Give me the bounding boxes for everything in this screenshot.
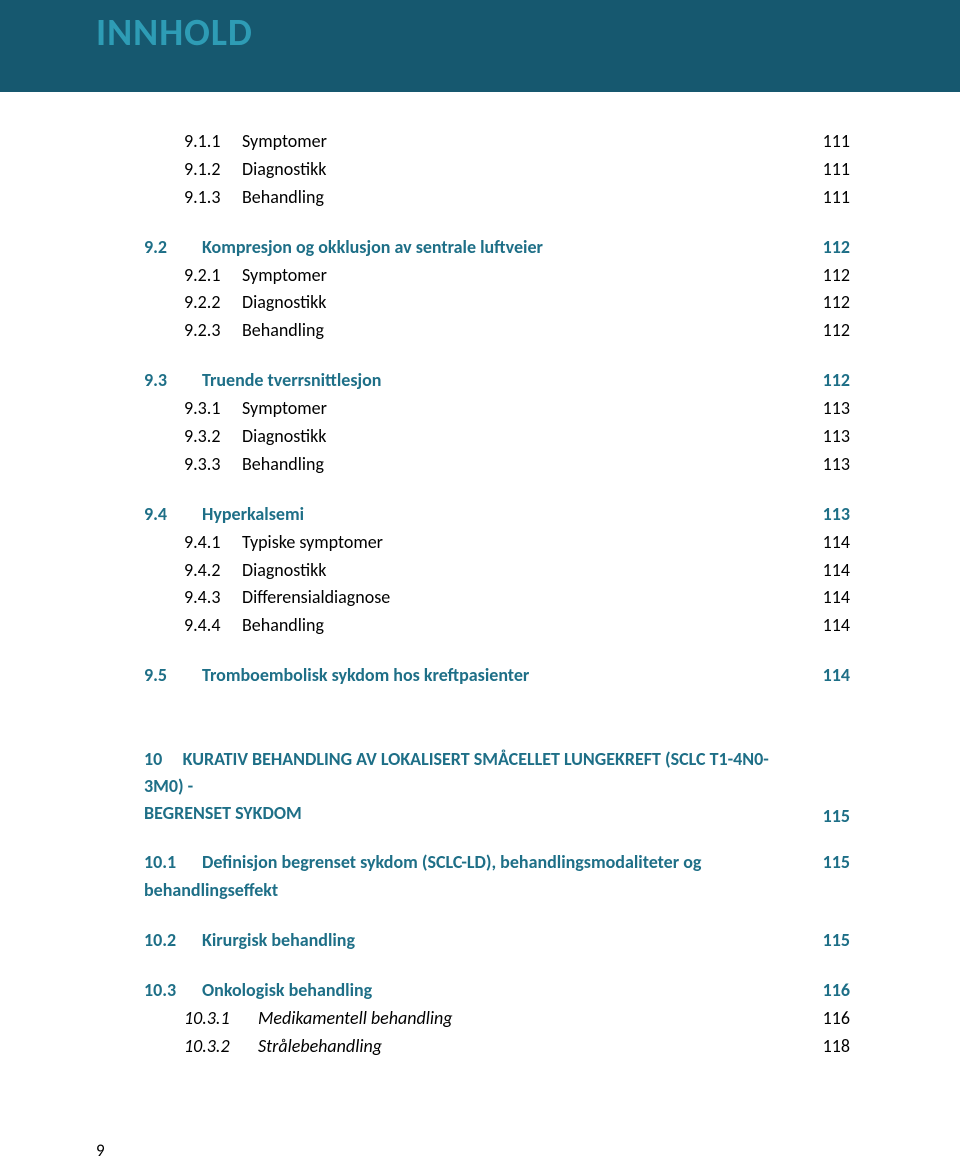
toc-number: 9.2: [144, 234, 202, 262]
toc-page: 111: [802, 184, 850, 212]
header-title: INNHOLD: [96, 10, 253, 56]
toc-label: Kompresjon og okklusjon av sentrale luft…: [202, 236, 543, 258]
toc-entry: 9.1.3Behandling 111: [144, 184, 850, 212]
toc-entry: 9.4.4Behandling 114: [144, 612, 850, 640]
toc-label: Tromboembolisk sykdom hos kreftpasienter: [202, 664, 529, 686]
toc-page: 112: [802, 289, 850, 317]
toc-page: 114: [802, 557, 850, 585]
toc-label: Truende tverrsnittlesjon: [202, 369, 381, 391]
toc-number: 9.1.1: [184, 128, 242, 156]
page-number: 9: [0, 1090, 960, 1161]
toc-label: BEGRENSET SYKDOM: [144, 802, 302, 824]
toc-section: 10.1Definisjon begrenset sykdom (SCLC-LD…: [144, 849, 850, 905]
toc-page: 113: [802, 395, 850, 423]
toc-page: 113: [802, 501, 850, 529]
toc-page: 114: [802, 612, 850, 640]
toc-label: KURATIV BEHANDLING AV LOKALISERT SMÅCELL…: [144, 748, 769, 797]
toc-entry: 9.3.2Diagnostikk 113: [144, 423, 850, 451]
toc-number: 9.4.3: [184, 584, 242, 612]
toc-number: 9.3.1: [184, 395, 242, 423]
toc-page: 118: [802, 1033, 850, 1061]
toc-page: 112: [802, 234, 850, 262]
toc-page: 116: [802, 1005, 850, 1033]
toc-label: Onkologisk behandling: [202, 979, 372, 1001]
toc-page: 115: [802, 849, 850, 877]
toc-label: Differensialdiagnose: [242, 586, 390, 608]
toc-chapter: 10 KURATIV BEHANDLING AV LOKALISERT SMÅC…: [144, 746, 850, 827]
toc-page: 114: [802, 662, 850, 690]
toc-label: Behandling: [242, 614, 324, 636]
toc-number: 9.4.1: [184, 529, 242, 557]
toc-number: 9.1.3: [184, 184, 242, 212]
toc-content: 9.1.1Symptomer 111 9.1.2Diagnostikk 111 …: [0, 92, 960, 1090]
toc-number: 9.5: [144, 662, 202, 690]
toc-page: 115: [823, 805, 850, 827]
header-band: INNHOLD: [0, 0, 960, 92]
toc-page: 115: [802, 927, 850, 955]
toc-number: 10.3.1: [184, 1005, 258, 1033]
toc-page: 113: [802, 451, 850, 479]
toc-section: 9.5Tromboembolisk sykdom hos kreftpasien…: [144, 662, 850, 690]
toc-entry: 9.2.2Diagnostikk 112: [144, 289, 850, 317]
toc-number: 10.2: [144, 927, 202, 955]
toc-page: 114: [802, 529, 850, 557]
toc-entry: 9.2.1Symptomer 112: [144, 262, 850, 290]
toc-entry: 9.1.1Symptomer 111: [144, 128, 850, 156]
toc-label: Hyperkalsemi: [202, 503, 304, 525]
toc-label: Definisjon begrenset sykdom (SCLC-LD), b…: [144, 851, 701, 901]
toc-entry: 9.2.3Behandling 112: [144, 317, 850, 345]
toc-label: Symptomer: [242, 130, 327, 152]
toc-entry: 9.4.2Diagnostikk 114: [144, 557, 850, 585]
toc-section: 9.4Hyperkalsemi 113: [144, 501, 850, 529]
toc-page: 113: [802, 423, 850, 451]
toc-label: Symptomer: [242, 397, 327, 419]
toc-section: 9.3Truende tverrsnittlesjon 112: [144, 367, 850, 395]
toc-number: 9.2.3: [184, 317, 242, 345]
toc-label: Behandling: [242, 186, 324, 208]
toc-label: Behandling: [242, 453, 324, 475]
toc-entry: 10.3.2Strålebehandling 118: [144, 1033, 850, 1061]
toc-label: Symptomer: [242, 264, 327, 286]
toc-number: 9.4.2: [184, 557, 242, 585]
toc-page: 111: [802, 128, 850, 156]
toc-entry: 9.4.1Typiske symptomer 114: [144, 529, 850, 557]
toc-label: Strålebehandling: [258, 1035, 382, 1057]
toc-page: 111: [802, 156, 850, 184]
toc-number: 9.3: [144, 367, 202, 395]
toc-page: 116: [802, 977, 850, 1005]
toc-page: 112: [802, 262, 850, 290]
toc-section: 10.3Onkologisk behandling 116: [144, 977, 850, 1005]
toc-page: 112: [802, 317, 850, 345]
toc-page: 112: [802, 367, 850, 395]
toc-label: Diagnostikk: [242, 291, 326, 313]
toc-number: 9.4.4: [184, 612, 242, 640]
toc-entry: 10.3.1Medikamentell behandling 116: [144, 1005, 850, 1033]
toc-label: Diagnostikk: [242, 158, 326, 180]
toc-number: 9.4: [144, 501, 202, 529]
toc-label: Behandling: [242, 319, 324, 341]
toc-section: 10.2Kirurgisk behandling 115: [144, 927, 850, 955]
toc-number: 10.3.2: [184, 1033, 258, 1061]
toc-number: 9.2.2: [184, 289, 242, 317]
toc-number: 10.3: [144, 977, 202, 1005]
toc-entry: 9.3.3Behandling 113: [144, 451, 850, 479]
toc-section: 9.2Kompresjon og okklusjon av sentrale l…: [144, 234, 850, 262]
toc-entry: 9.4.3Differensialdiagnose 114: [144, 584, 850, 612]
toc-number: 10.1: [144, 849, 202, 877]
toc-number: 9.3.2: [184, 423, 242, 451]
toc-entry: 9.3.1Symptomer 113: [144, 395, 850, 423]
toc-label: Kirurgisk behandling: [202, 929, 355, 951]
toc-entry: 9.1.2Diagnostikk 111: [144, 156, 850, 184]
toc-label: Typiske symptomer: [242, 531, 383, 553]
toc-label: Diagnostikk: [242, 425, 326, 447]
toc-number: 9.3.3: [184, 451, 242, 479]
toc-number: 9.2.1: [184, 262, 242, 290]
toc-page: 114: [802, 584, 850, 612]
toc-number: 9.1.2: [184, 156, 242, 184]
toc-number: 10: [144, 748, 162, 770]
toc-label: Diagnostikk: [242, 559, 326, 581]
toc-label: Medikamentell behandling: [258, 1007, 453, 1029]
